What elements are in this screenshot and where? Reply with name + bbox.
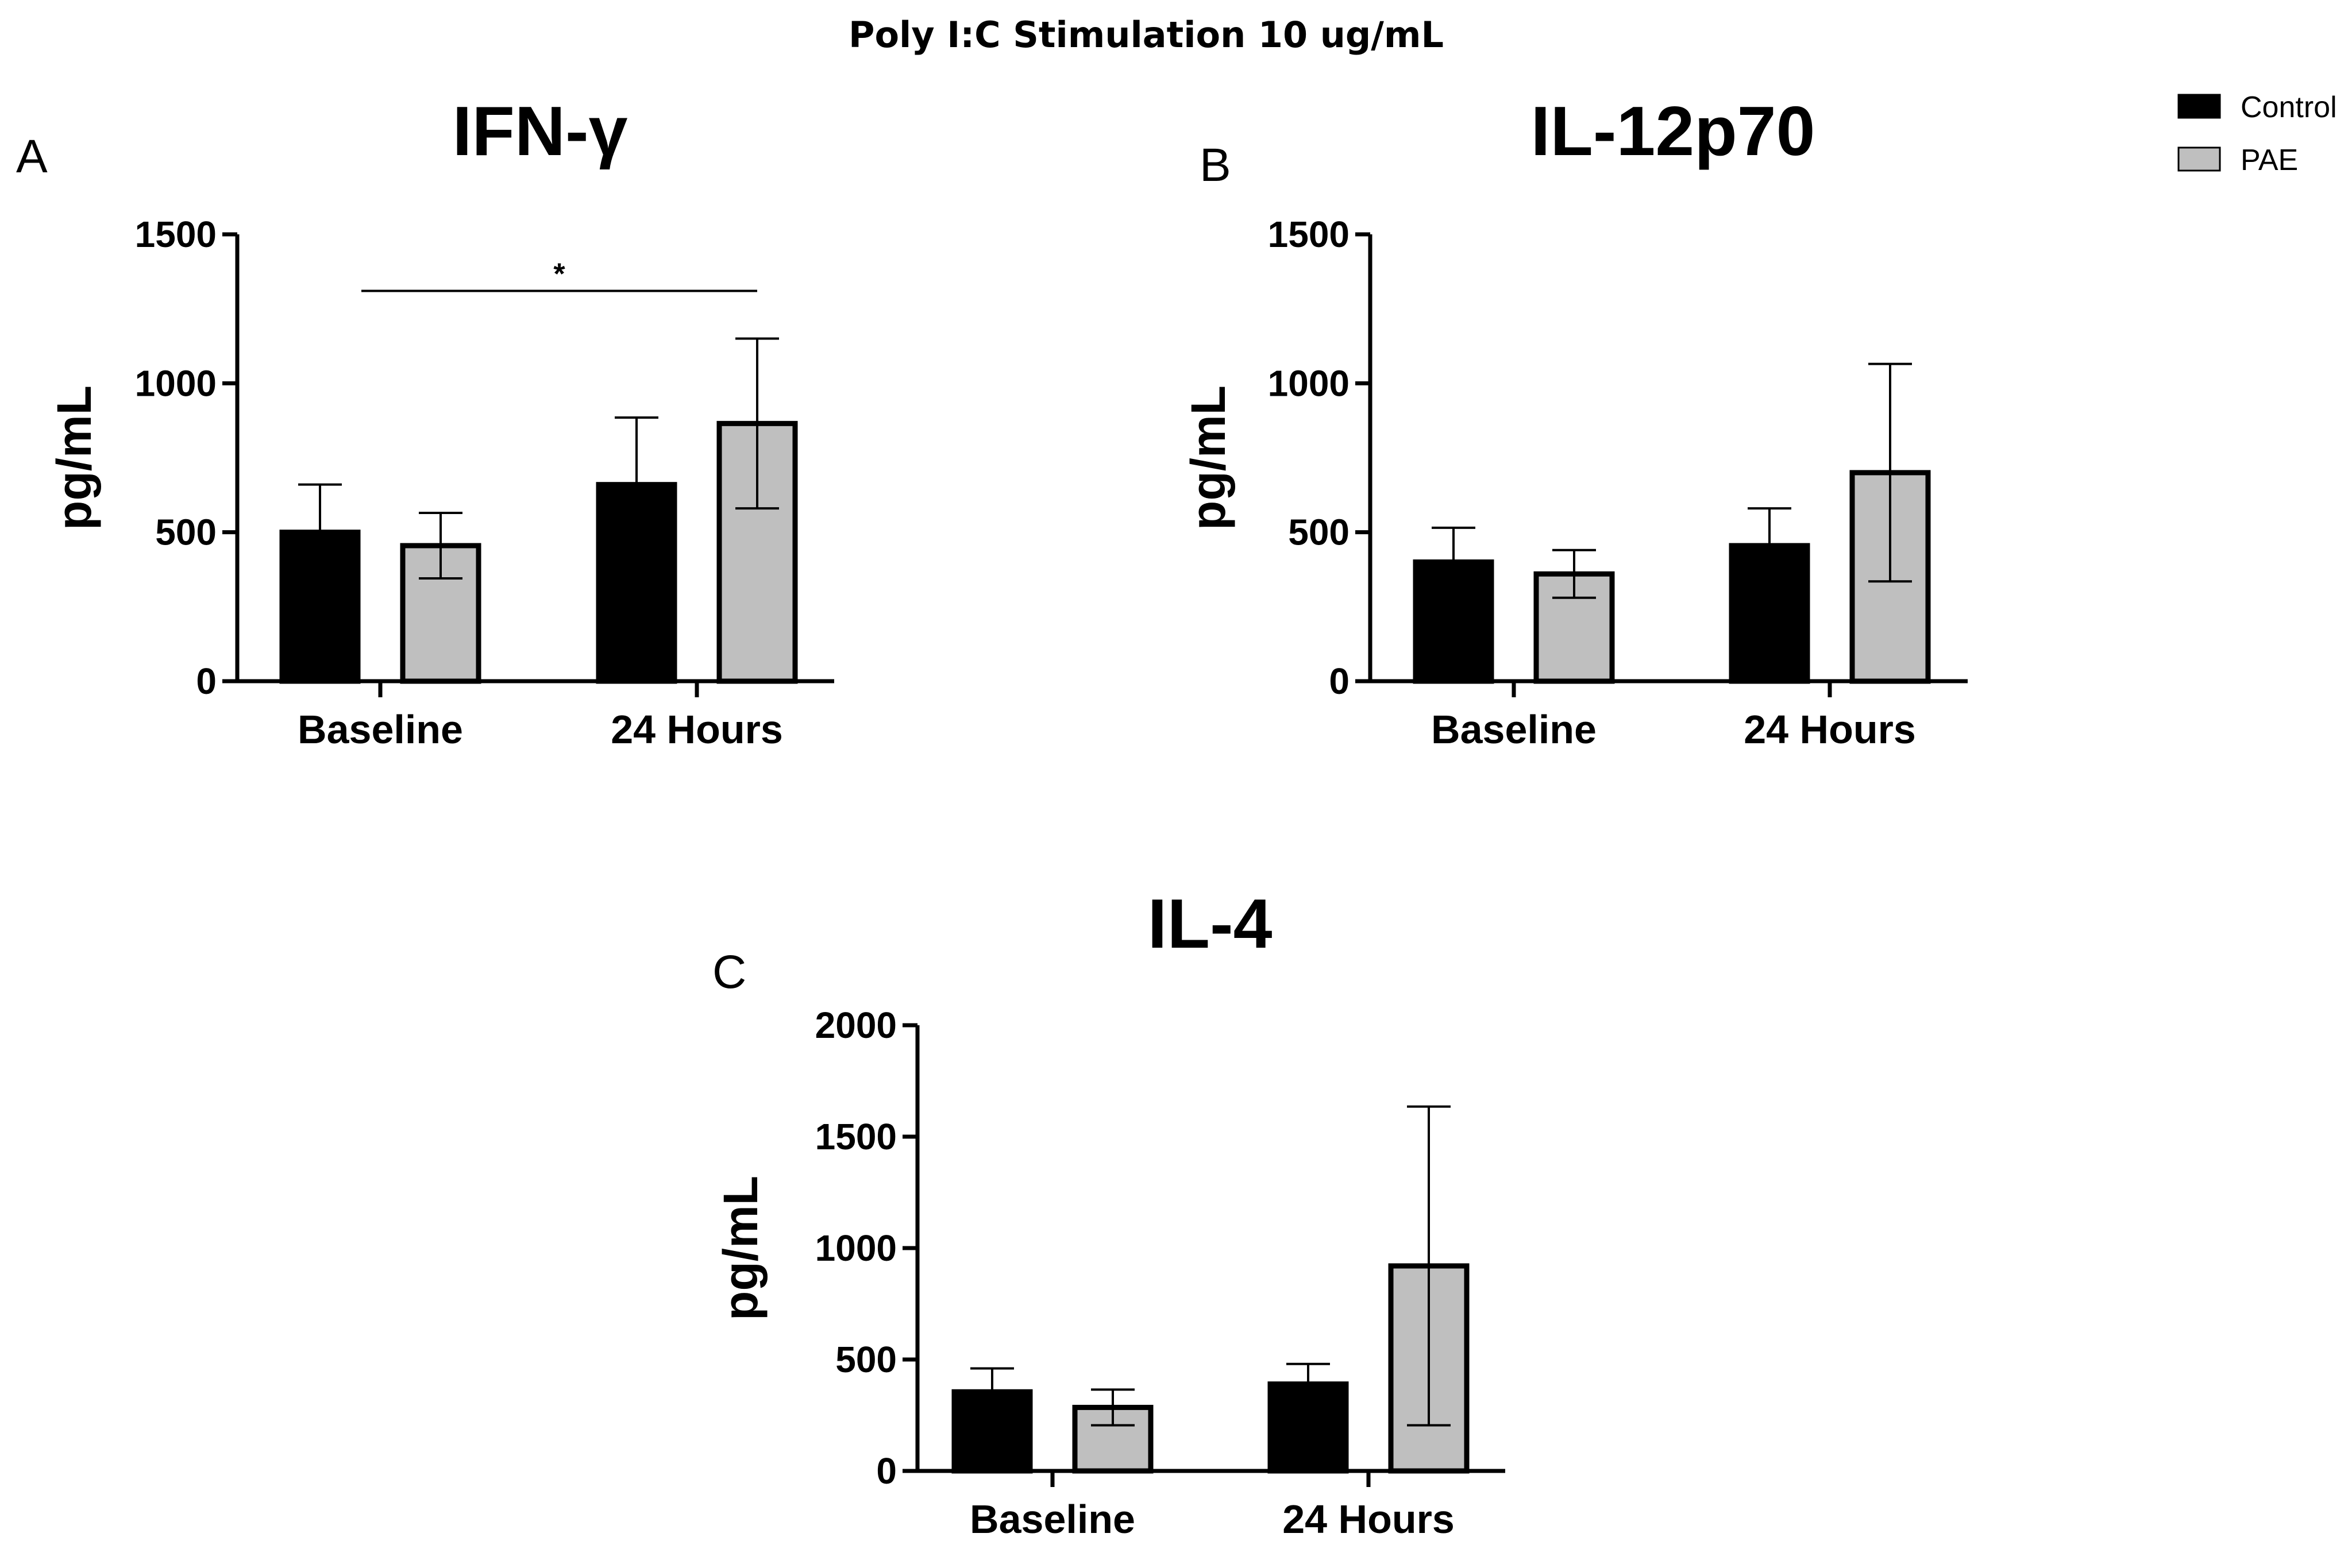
panel-c-y-tick-label: 0 (876, 1450, 897, 1492)
panel-a-x-tick-label: Baseline (298, 707, 463, 752)
panel-c-bar-control (951, 1389, 1033, 1474)
legend-label-pae: PAE (2241, 144, 2298, 177)
panel-b-y-tick-label: 1500 (1268, 214, 1350, 255)
panel-a-y-tick-label: 500 (155, 512, 217, 553)
panel-a-y-axis-label: pg/mL (47, 385, 101, 530)
panel-b-x-tick-label: Baseline (1431, 707, 1597, 752)
legend: Control PAE (2177, 91, 2337, 177)
panel-b-y-tick-label: 1000 (1268, 362, 1350, 404)
panel-b-y-tick-label: 500 (1288, 512, 1350, 553)
panel-a-y-tick-label: 0 (196, 661, 217, 702)
legend-label-control: Control (2241, 91, 2337, 124)
panel-c-y-tick-label: 1500 (815, 1116, 897, 1157)
panel-b-bar-control (1413, 559, 1494, 684)
panel-c-bar-control (1267, 1381, 1349, 1474)
panel-b-x-tick-label: 24 Hours (1744, 707, 1916, 752)
panel-a-y-tick-label: 1500 (135, 214, 217, 255)
panel-a-bar-control (596, 482, 677, 684)
chart-panels: A IFN-γ 0 500 1000 1500 pg/mL Baseline 24 Hours *… (16, 92, 1968, 1542)
panel-c-letter: C (712, 946, 746, 998)
panel-a-bar-control (279, 530, 361, 684)
panel-a-title: IFN-γ (453, 92, 628, 170)
panel-c-x-tick-label: 24 Hours (1282, 1497, 1455, 1542)
panel-c-y-tick-label: 500 (835, 1339, 897, 1380)
panel-a-significance-marker: * (553, 258, 565, 291)
figure-title: Poly I:C Stimulation 10 ug/mL (849, 14, 1444, 56)
panel-c-y-axis-label: pg/mL (714, 1176, 768, 1320)
panel-b-y-tick-label: 0 (1329, 661, 1350, 702)
panel-b-letter: B (1200, 139, 1231, 191)
panel-a-x-tick-label: 24 Hours (611, 707, 783, 752)
panel-c-title: IL-4 (1148, 885, 1273, 963)
panel-c-y-tick-label: 1000 (815, 1227, 897, 1269)
panel-b-bar-control (1729, 543, 1810, 684)
panel-c-x-tick-label: Baseline (970, 1497, 1135, 1542)
panel-c-y-tick-label: 2000 (815, 1005, 897, 1046)
panel-b-title: IL-12p70 (1531, 92, 1815, 170)
panel-b-y-axis-label: pg/mL (1181, 385, 1235, 530)
panel-a-y-tick-label: 1000 (135, 362, 217, 404)
legend-swatch-pae (2177, 146, 2221, 172)
legend-swatch-control (2177, 94, 2221, 119)
panel-a-letter: A (16, 130, 48, 183)
